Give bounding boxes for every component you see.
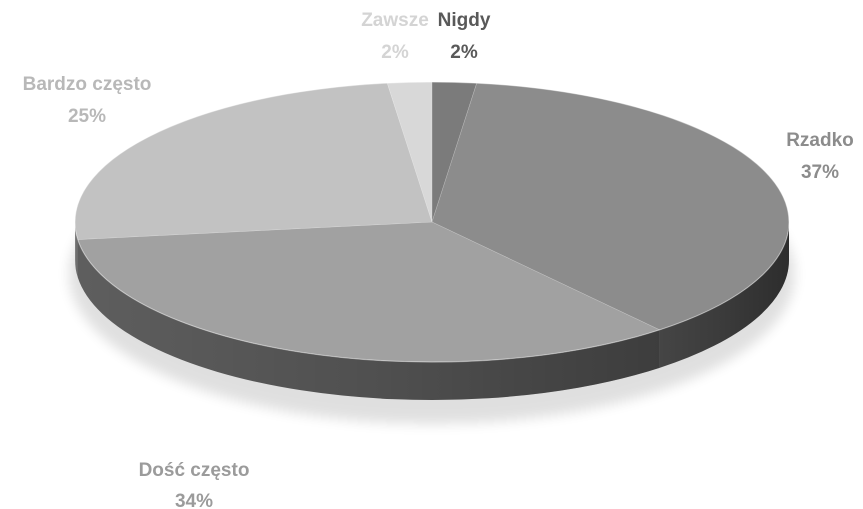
slice-value-label-2: 34% (175, 491, 213, 509)
pie-slice-0 (431, 81, 478, 223)
pie-slice-3 (74, 82, 433, 240)
slice-label-2: Dość często (139, 460, 250, 481)
pie-slice-1 (431, 82, 790, 331)
pie-rim (74, 81, 790, 363)
slice-label-4: Zawsze (361, 10, 429, 31)
slice-label-1: Rzadko (786, 130, 854, 151)
pie-slice-4 (386, 81, 433, 223)
pie-slice-2 (77, 221, 661, 363)
slice-label-3: Bardzo często (23, 74, 152, 95)
pie-sides (75, 222, 789, 400)
pie-side-shade-1 (659, 222, 789, 368)
slice-value-label-1: 37% (801, 162, 839, 183)
slice-value-label-4: 2% (381, 42, 409, 63)
slice-label-0: Nigdy (438, 10, 491, 31)
pie-labels: Nigdy 2% Rzadko 37% Dość często 34% Bardzo czę… (23, 10, 854, 509)
pie-side-shade-3 (75, 222, 78, 278)
slice-value-label-3: 25% (68, 106, 106, 127)
slice-value-label-0: 2% (450, 42, 478, 63)
pie-slices (74, 81, 790, 363)
pie-side-shade-2 (77, 239, 660, 400)
